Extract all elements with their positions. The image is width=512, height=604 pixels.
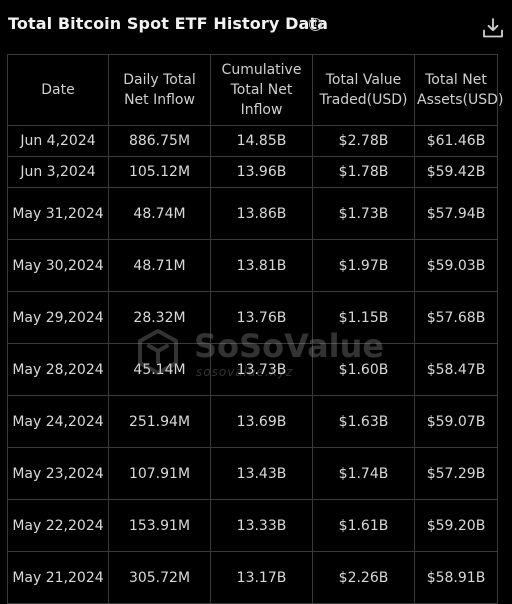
cell-total-net-assets: $59.20B — [414, 499, 498, 552]
cell-total-net-assets: $59.42B — [414, 156, 498, 188]
cell-total-value-traded: $1.60B — [312, 343, 415, 396]
cell-cumulative-net-inflow: 13.69B — [210, 395, 313, 448]
cell-cumulative-net-inflow: 14.85B — [210, 125, 313, 157]
cell-total-net-assets: $57.68B — [414, 291, 498, 344]
cell-total-net-assets: $59.07B — [414, 395, 498, 448]
cell-cumulative-net-inflow: 13.76B — [210, 291, 313, 344]
cell-total-value-traded: $1.97B — [312, 239, 415, 292]
cell-daily-net-inflow: 305.72M — [108, 551, 211, 604]
cell-date: May 29,2024 — [7, 291, 109, 344]
cell-daily-net-inflow: 153.91M — [108, 499, 211, 552]
cell-total-net-assets: $58.47B — [414, 343, 498, 396]
cell-total-net-assets: $61.46B — [414, 125, 498, 157]
info-icon[interactable]: i — [309, 18, 322, 31]
cell-date: May 31,2024 — [7, 187, 109, 240]
table-row: Jun 3,2024 105.12M 13.96B $1.78B $59.42B — [7, 156, 498, 188]
cell-date: May 23,2024 — [7, 447, 109, 500]
table-row: May 28,2024 45.14M 13.73B $1.60B $58.47B — [7, 343, 498, 396]
cell-daily-net-inflow: 28.32M — [108, 291, 211, 344]
cell-cumulative-net-inflow: 13.43B — [210, 447, 313, 500]
column-header-total-value-traded[interactable]: Total Value Traded(USD) — [312, 54, 415, 126]
table-row: May 22,2024 153.91M 13.33B $1.61B $59.20… — [7, 499, 498, 552]
cell-total-value-traded: $2.78B — [312, 125, 415, 157]
table-header-row: Date Daily Total Net Inflow Cumulative T… — [7, 54, 503, 126]
table-row: Jun 4,2024 886.75M 14.85B $2.78B $61.46B — [7, 125, 498, 157]
cell-total-net-assets: $58.91B — [414, 551, 498, 604]
cell-daily-net-inflow: 48.74M — [108, 187, 211, 240]
page-title: Total Bitcoin Spot ETF History Data — [8, 14, 329, 33]
cell-total-value-traded: $1.78B — [312, 156, 415, 188]
column-header-date[interactable]: Date — [7, 54, 109, 126]
column-header-total-net-assets[interactable]: Total Net Assets(USD) — [414, 54, 503, 126]
cell-date: May 30,2024 — [7, 239, 109, 292]
cell-total-net-assets: $57.94B — [414, 187, 498, 240]
cell-cumulative-net-inflow: 13.96B — [210, 156, 313, 188]
cell-date: May 21,2024 — [7, 551, 109, 604]
table-row: May 29,2024 28.32M 13.76B $1.15B $57.68B — [7, 291, 498, 344]
cell-cumulative-net-inflow: 13.33B — [210, 499, 313, 552]
cell-total-net-assets: $57.29B — [414, 447, 498, 500]
cell-date: May 24,2024 — [7, 395, 109, 448]
column-header-cumulative-net-inflow[interactable]: Cumulative Total Net Inflow — [210, 54, 313, 126]
cell-total-net-assets: $59.03B — [414, 239, 498, 292]
cell-date: Jun 3,2024 — [7, 156, 109, 188]
cell-daily-net-inflow: 105.12M — [108, 156, 211, 188]
cell-daily-net-inflow: 251.94M — [108, 395, 211, 448]
cell-cumulative-net-inflow: 13.81B — [210, 239, 313, 292]
cell-daily-net-inflow: 886.75M — [108, 125, 211, 157]
table-row: May 24,2024 251.94M 13.69B $1.63B $59.07… — [7, 395, 498, 448]
header: Total Bitcoin Spot ETF History Data i — [0, 0, 512, 54]
cell-cumulative-net-inflow: 13.86B — [210, 187, 313, 240]
cell-cumulative-net-inflow: 13.17B — [210, 551, 313, 604]
table-row: May 31,2024 48.74M 13.86B $1.73B $57.94B — [7, 187, 498, 240]
cell-total-value-traded: $1.15B — [312, 291, 415, 344]
cell-total-value-traded: $1.73B — [312, 187, 415, 240]
cell-cumulative-net-inflow: 13.73B — [210, 343, 313, 396]
column-header-daily-net-inflow[interactable]: Daily Total Net Inflow — [108, 54, 211, 126]
table-row: May 21,2024 305.72M 13.17B $2.26B $58.91… — [7, 551, 498, 604]
cell-daily-net-inflow: 107.91M — [108, 447, 211, 500]
cell-total-value-traded: $1.63B — [312, 395, 415, 448]
cell-total-value-traded: $1.74B — [312, 447, 415, 500]
table-row: May 30,2024 48.71M 13.81B $1.97B $59.03B — [7, 239, 498, 292]
cell-daily-net-inflow: 48.71M — [108, 239, 211, 292]
download-icon[interactable] — [482, 17, 504, 39]
cell-date: May 28,2024 — [7, 343, 109, 396]
etf-history-table: Date Daily Total Net Inflow Cumulative T… — [7, 54, 503, 604]
cell-date: Jun 4,2024 — [7, 125, 109, 157]
cell-date: May 22,2024 — [7, 499, 109, 552]
cell-total-value-traded: $2.26B — [312, 551, 415, 604]
cell-total-value-traded: $1.61B — [312, 499, 415, 552]
cell-daily-net-inflow: 45.14M — [108, 343, 211, 396]
table-row: May 23,2024 107.91M 13.43B $1.74B $57.29… — [7, 447, 498, 500]
